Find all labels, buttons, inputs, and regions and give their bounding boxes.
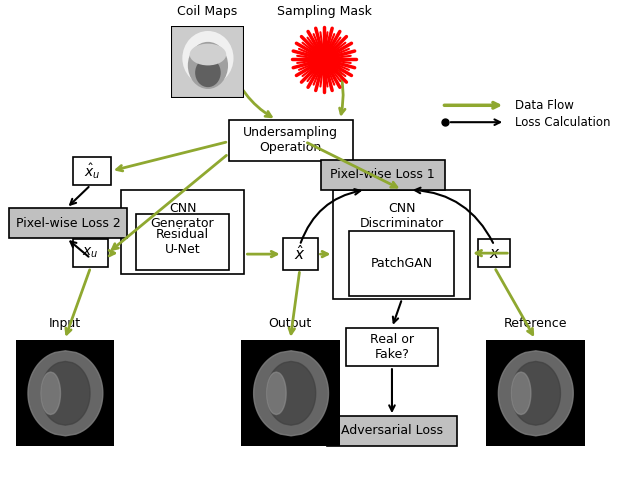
FancyBboxPatch shape — [10, 208, 127, 238]
Text: Adversarial Loss: Adversarial Loss — [341, 424, 444, 437]
FancyBboxPatch shape — [479, 239, 510, 267]
FancyBboxPatch shape — [73, 157, 111, 185]
Text: Loss Calculation: Loss Calculation — [515, 116, 610, 129]
Text: Pixel-wise Loss 1: Pixel-wise Loss 1 — [330, 168, 435, 181]
Text: Data Flow: Data Flow — [515, 99, 573, 112]
FancyBboxPatch shape — [120, 190, 244, 275]
Text: $x_u$: $x_u$ — [82, 246, 99, 260]
Text: $\hat{x}_u$: $\hat{x}_u$ — [84, 161, 100, 181]
Text: Sampling Mask: Sampling Mask — [276, 5, 371, 18]
Text: Pixel-wise Loss 2: Pixel-wise Loss 2 — [16, 217, 120, 230]
Text: Reference: Reference — [504, 317, 568, 330]
FancyBboxPatch shape — [333, 190, 470, 298]
FancyBboxPatch shape — [228, 120, 353, 161]
Text: CNN
Generator: CNN Generator — [150, 202, 214, 230]
FancyBboxPatch shape — [321, 160, 445, 190]
Text: PatchGAN: PatchGAN — [371, 257, 433, 270]
Text: Undersampling
Operation: Undersampling Operation — [243, 126, 338, 155]
Text: $x$: $x$ — [488, 245, 500, 260]
FancyBboxPatch shape — [327, 416, 458, 446]
FancyBboxPatch shape — [346, 328, 438, 366]
Text: Coil Maps: Coil Maps — [177, 5, 237, 18]
Text: $\hat{x}$: $\hat{x}$ — [294, 244, 306, 263]
Text: Input: Input — [49, 317, 81, 330]
Text: Real or
Fake?: Real or Fake? — [371, 333, 414, 361]
FancyBboxPatch shape — [73, 239, 108, 267]
FancyBboxPatch shape — [283, 238, 317, 270]
Text: Output: Output — [269, 317, 312, 330]
FancyBboxPatch shape — [349, 231, 454, 296]
Text: CNN
Discriminator: CNN Discriminator — [360, 202, 444, 230]
FancyBboxPatch shape — [136, 214, 228, 270]
Text: Residual
U-Net: Residual U-Net — [156, 228, 209, 256]
